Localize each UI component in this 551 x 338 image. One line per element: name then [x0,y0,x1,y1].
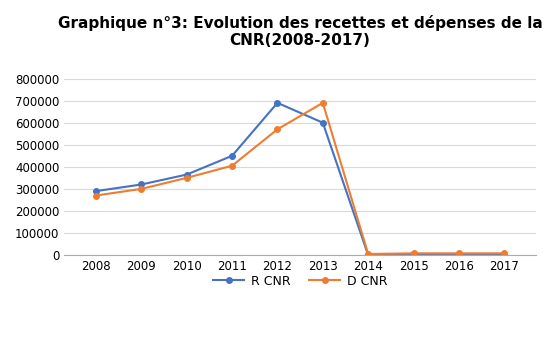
R CNR [138,183,145,187]
R CNR [93,189,99,193]
R CNR [456,253,462,257]
Line: R CNR: R CNR [93,100,507,258]
Title: Graphique n°3: Evolution des recettes et dépenses de la
CNR(2008-2017): Graphique n°3: Evolution des recettes et… [58,15,543,48]
D CNR [138,187,145,191]
D CNR [183,176,190,180]
R CNR [183,172,190,176]
R CNR [501,253,507,257]
D CNR [274,127,281,131]
D CNR [410,251,417,255]
R CNR [410,253,417,257]
Legend: R CNR, D CNR: R CNR, D CNR [208,269,392,292]
D CNR [501,251,507,255]
D CNR [456,251,462,255]
D CNR [229,164,235,168]
D CNR [365,252,371,256]
R CNR [320,121,326,125]
Line: D CNR: D CNR [93,100,507,257]
R CNR [365,253,371,257]
D CNR [93,193,99,197]
R CNR [229,154,235,158]
D CNR [320,101,326,105]
R CNR [274,101,281,105]
